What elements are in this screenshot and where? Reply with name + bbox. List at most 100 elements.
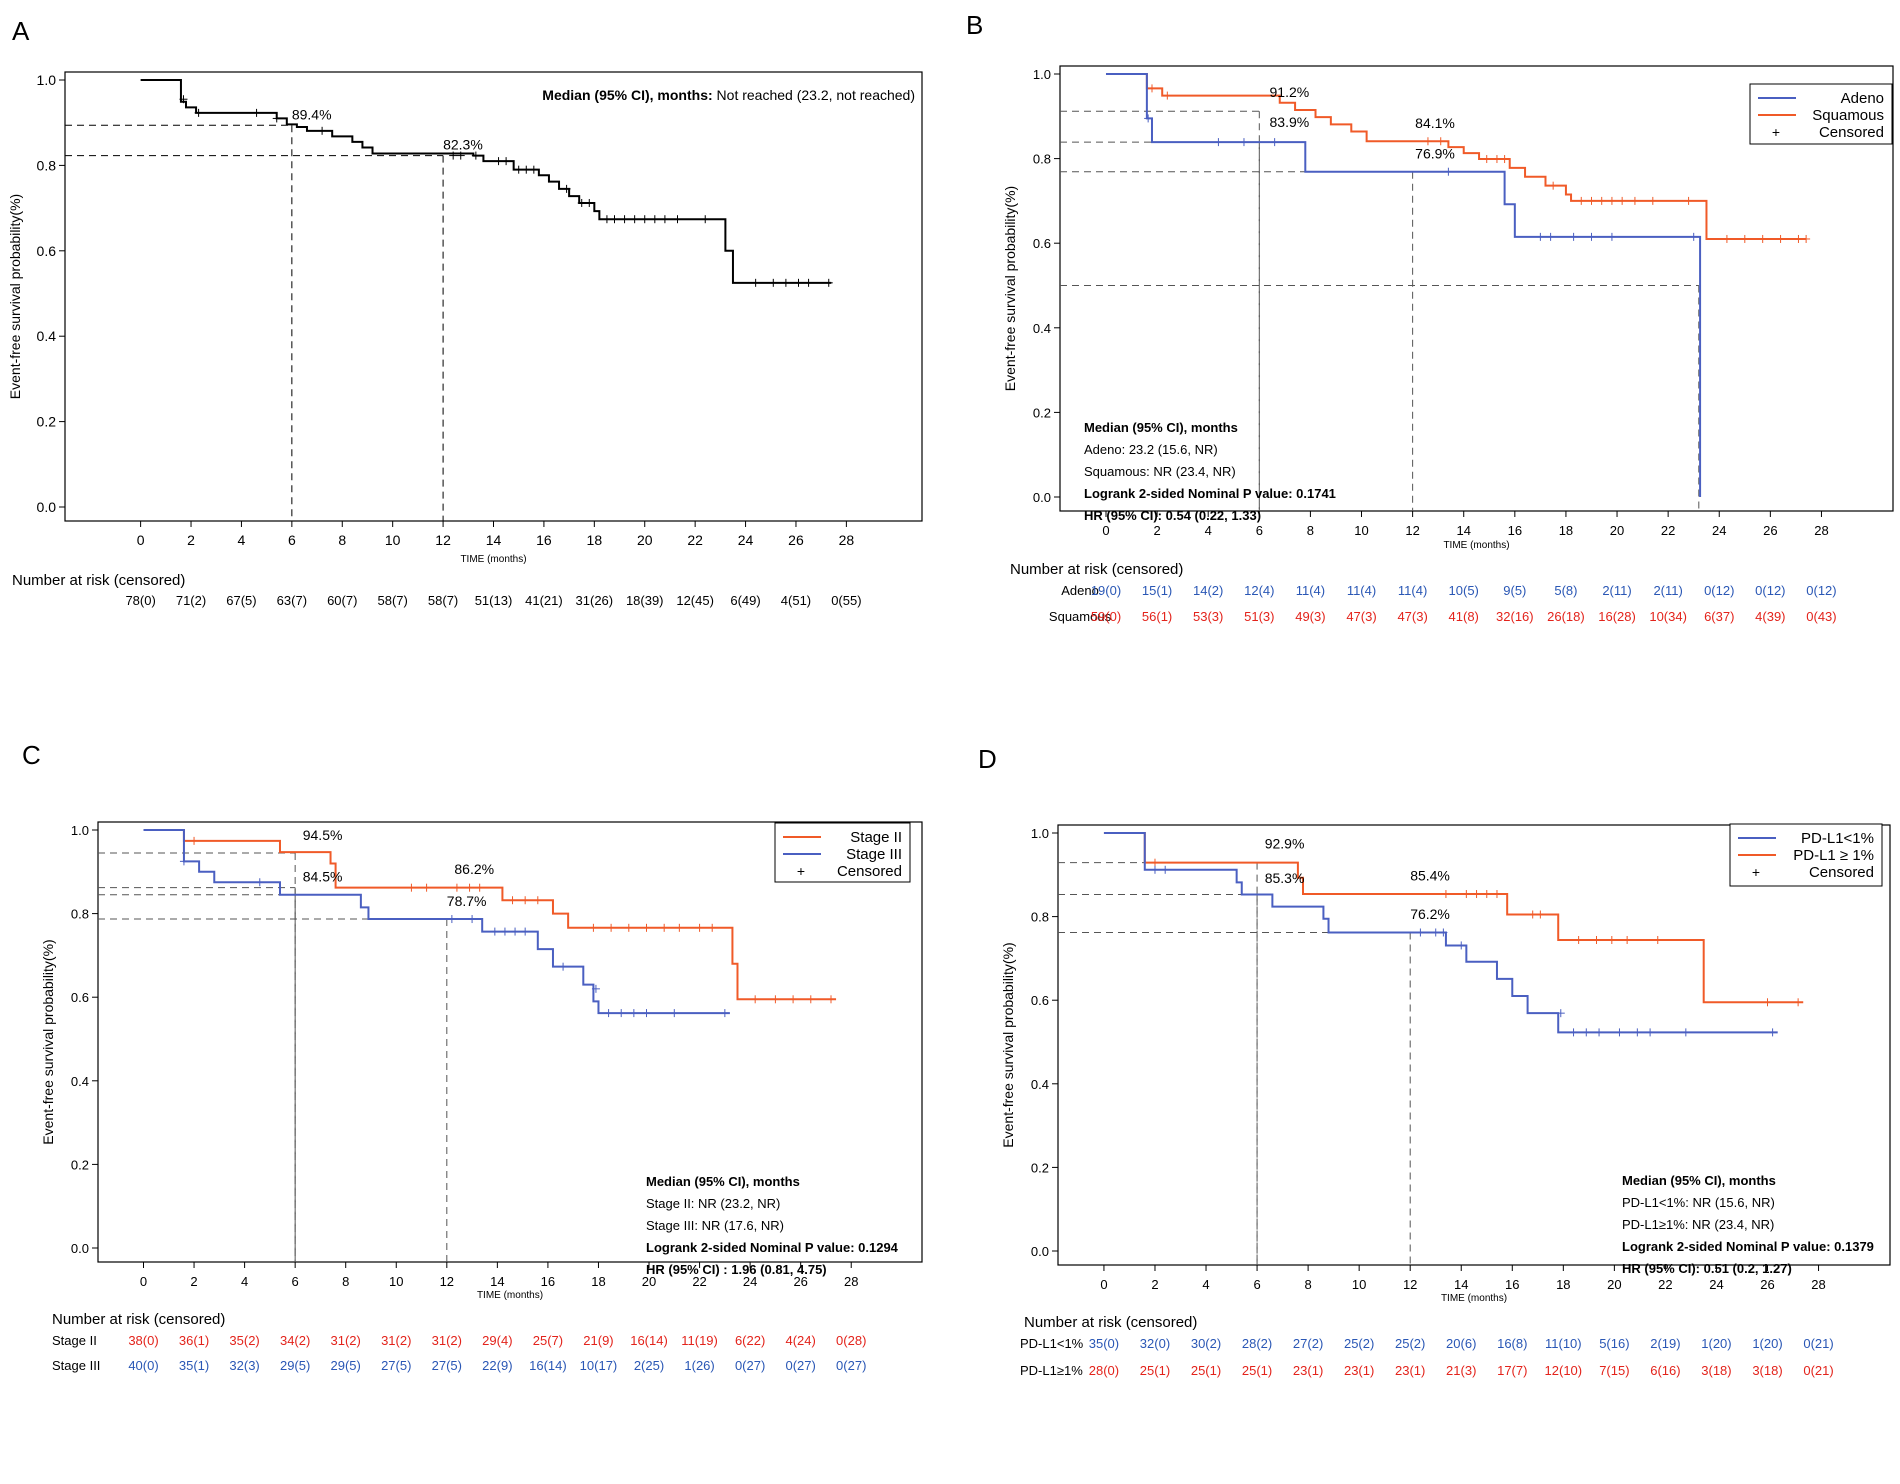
risk-value-d: 11(10) — [1545, 1336, 1582, 1351]
risk-value-c: 16(14) — [630, 1333, 668, 1348]
x-tick-label-d: 8 — [1304, 1277, 1311, 1292]
risk-value-a: 60(7) — [327, 593, 357, 608]
risk-value-d: 35(0) — [1089, 1336, 1119, 1351]
y-tick-label-c: 1.0 — [71, 823, 89, 838]
risk-value-a: 41(21) — [525, 593, 563, 608]
x-tick-label-b: 24 — [1712, 523, 1726, 538]
x-tick-label-d: 4 — [1202, 1277, 1209, 1292]
x-tick-label-b: 10 — [1354, 523, 1368, 538]
risk-value-d: 28(2) — [1242, 1336, 1272, 1351]
stats-line-d: Logrank 2-sided Nominal P value: 0.1379 — [1622, 1239, 1874, 1254]
risk-value-b: 53(3) — [1193, 609, 1223, 624]
stats-line-d: PD-L1<1%: NR (15.6, NR) — [1622, 1195, 1775, 1210]
risk-value-c: 29(4) — [482, 1333, 512, 1348]
risk-value-c: 1(26) — [684, 1358, 714, 1373]
risk-value-d: 23(1) — [1395, 1363, 1425, 1378]
risk-row-label-b: Adeno — [1061, 583, 1099, 598]
risk-value-d: 2(19) — [1650, 1336, 1680, 1351]
risk-row-label-d: PD-L1<1% — [1020, 1336, 1084, 1351]
x-tick-label-c: 26 — [793, 1274, 807, 1289]
y-tick-label-c: 0.0 — [71, 1241, 89, 1256]
x-tick-label-a: 14 — [486, 532, 502, 548]
risk-value-d: 30(2) — [1191, 1336, 1221, 1351]
risk-value-c: 29(5) — [280, 1358, 310, 1373]
x-tick-label-c: 2 — [190, 1274, 197, 1289]
x-tick-label-c: 8 — [342, 1274, 349, 1289]
risk-value-b: 59(0) — [1091, 609, 1121, 624]
y-tick-label-b: 0.4 — [1033, 321, 1051, 336]
annotation-c: 86.2% — [454, 861, 494, 877]
x-tick-label-b: 2 — [1153, 523, 1160, 538]
risk-value-c: 21(9) — [583, 1333, 613, 1348]
risk-value-c: 16(14) — [529, 1358, 567, 1373]
risk-value-b: 49(3) — [1295, 609, 1325, 624]
plot-frame-c — [97, 821, 923, 1263]
annotation-c: 84.5% — [303, 869, 343, 885]
risk-value-b: 0(12) — [1755, 583, 1785, 598]
y-tick-label-b: 0.2 — [1033, 405, 1051, 420]
risk-value-b: 11(4) — [1347, 583, 1376, 598]
panel-label-b: B — [966, 10, 983, 40]
survival-curve-d-1 — [1103, 832, 1778, 1034]
x-tick-label-b: 0 — [1102, 523, 1109, 538]
x-tick-label-a: 12 — [435, 532, 451, 548]
x-tick-label-d: 2 — [1151, 1277, 1158, 1292]
y-tick-label-b: 1.0 — [1033, 67, 1051, 82]
risk-value-a: 18(39) — [626, 593, 664, 608]
risk-value-b: 2(11) — [1653, 583, 1682, 598]
risk-value-c: 38(0) — [128, 1333, 158, 1348]
annotation-b: 83.9% — [1270, 114, 1310, 130]
x-tick-label-b: 14 — [1456, 523, 1470, 538]
risk-value-b: 16(28) — [1598, 609, 1636, 624]
km-chart-d: D0.00.20.40.60.81.00 2 4 6 8 10 12 14 16 18 20 22 24… — [978, 744, 1891, 1378]
risk-value-c: 27(5) — [432, 1358, 462, 1373]
annotation-d: 92.9% — [1265, 836, 1305, 852]
x-tick-label-c: 4 — [241, 1274, 248, 1289]
risk-value-d: 32(0) — [1140, 1336, 1170, 1351]
legend-label-b: Squamous — [1812, 107, 1884, 124]
plot-frame-a — [64, 71, 923, 522]
x-tick-label-d: 18 — [1556, 1277, 1570, 1292]
risk-row-label-c: Stage II — [52, 1333, 97, 1348]
stats-line-b: Logrank 2-sided Nominal P value: 0.1741 — [1084, 486, 1336, 501]
risk-value-d: 25(1) — [1242, 1363, 1272, 1378]
x-tick-label-a: 22 — [687, 532, 703, 548]
x-tick-label-c: 24 — [743, 1274, 757, 1289]
risk-value-a: 6(49) — [730, 593, 760, 608]
y-tick-label-c: 0.6 — [71, 990, 89, 1005]
annotation-d: 85.4% — [1410, 868, 1450, 884]
stats-line-b: Median (95% CI), months — [1084, 420, 1238, 435]
risk-value-a: 31(26) — [576, 593, 614, 608]
risk-value-a: 4(51) — [781, 593, 811, 608]
risk-value-d: 28(0) — [1089, 1363, 1119, 1378]
panel-c: C 0.0 0.2 0.4 0.6 0.8 1.0 0 2 4 6 8 10 12 14 16 18 20 22 24… — [0, 740, 950, 1479]
risk-value-b: 4(39) — [1755, 609, 1785, 624]
stats-line-b: HR (95% CI): 0.54 (0.22, 1.33) — [1084, 508, 1261, 523]
x-tick-label-a: 6 — [288, 532, 296, 548]
panel-b: B 0.0 0.2 0.4 0.6 0.8 1.0 0 2 4 6 8 10 12 14 16 18 20 22 24… — [950, 0, 1900, 740]
risk-value-a: 0(55) — [831, 593, 861, 608]
legend-censor-symbol-d: + — [1752, 864, 1760, 880]
x-tick-label-a: 0 — [137, 532, 145, 548]
legend-censor-symbol-b: + — [1772, 124, 1780, 140]
risk-value-c: 31(2) — [432, 1333, 462, 1348]
risk-value-d: 6(16) — [1650, 1363, 1680, 1378]
x-tick-label-b: 8 — [1307, 523, 1314, 538]
km-chart-a: A0.00.20.40.60.81.00 2 4 6 8 10 12 14 16 18 20 22 24… — [7, 16, 923, 608]
annotation-d: 76.2% — [1410, 906, 1450, 922]
risk-row-label-d: PD-L1≥1% — [1020, 1363, 1083, 1378]
risk-value-b: 47(3) — [1397, 609, 1427, 624]
x-tick-label-d: 12 — [1403, 1277, 1417, 1292]
x-tick-label-d: 6 — [1253, 1277, 1260, 1292]
x-tick-label-d: 10 — [1352, 1277, 1366, 1292]
y-tick-label-d: 1.0 — [1031, 826, 1049, 841]
risk-value-c: 29(5) — [331, 1358, 361, 1373]
x-tick-label-b: 6 — [1256, 523, 1263, 538]
x-tick-label-c: 16 — [541, 1274, 555, 1289]
stats-line-c: Logrank 2-sided Nominal P value: 0.1294 — [646, 1240, 899, 1255]
risk-value-d: 23(1) — [1293, 1363, 1323, 1378]
risk-value-c: 35(2) — [229, 1333, 259, 1348]
y-tick-label-a: 0.0 — [37, 499, 57, 515]
risk-value-d: 23(1) — [1344, 1363, 1374, 1378]
risk-value-b: 0(12) — [1704, 583, 1734, 598]
